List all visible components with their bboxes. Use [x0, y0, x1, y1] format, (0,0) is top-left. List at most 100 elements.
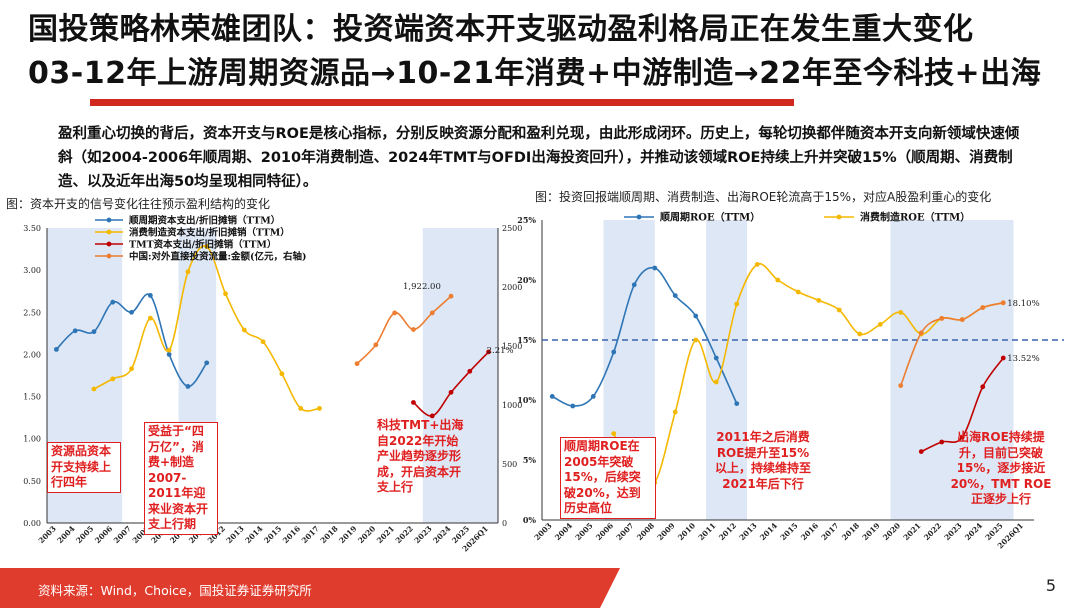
data-point — [1000, 300, 1006, 306]
data-point — [959, 434, 965, 440]
annotation-cyclical-roe: 顺周期ROE在2005年突破15%，后续突破20%，达到历史高位 — [560, 437, 656, 519]
y2-tick-label: 1500 — [502, 342, 522, 351]
y-tick-label: 3.00 — [23, 266, 41, 275]
data-point — [448, 389, 454, 395]
data-point — [713, 355, 719, 361]
data-point — [411, 327, 416, 332]
legend-label: TMT资本支出/折旧摊销（TTM） — [129, 239, 276, 251]
annotation-resource-capex: 资源品资本开支持续上行四年 — [47, 442, 121, 493]
data-point — [185, 269, 191, 275]
series-line-1 — [613, 262, 1004, 490]
page-title-line2: 03-12年上游周期资源品→10-21年消费+中游制造→22年至今科技+出海 — [28, 56, 1042, 91]
data-point — [734, 301, 740, 307]
legend-marker — [106, 241, 112, 247]
data-point — [110, 299, 116, 305]
data-point — [693, 337, 699, 343]
y-tick-label: 0.00 — [23, 519, 41, 528]
y2-tick-label: 0 — [502, 519, 507, 528]
x-tick-label: 2021 — [902, 521, 923, 542]
y2-tick-label: 500 — [502, 460, 517, 469]
x-tick-label: 2014 — [243, 524, 264, 545]
x-tick-label: 2006 — [594, 521, 615, 542]
y-tick-label: 1.00 — [23, 435, 41, 444]
legend-label: 顺周期ROE（TTM） — [660, 211, 760, 224]
x-tick-label: 2005 — [74, 524, 95, 545]
x-tick-label: 2015 — [779, 521, 800, 542]
x-tick-label: 2014 — [758, 521, 779, 542]
y-tick-label: 1.50 — [23, 393, 41, 402]
data-point — [611, 349, 617, 355]
data-point — [816, 298, 822, 303]
data-point — [693, 313, 699, 319]
data-point — [918, 449, 924, 454]
data-point — [72, 328, 78, 334]
data-point — [373, 342, 379, 348]
data-point — [298, 405, 304, 411]
data-point — [166, 347, 172, 353]
series-line-0 — [551, 266, 738, 407]
data-point — [980, 384, 986, 390]
annotation-consumer-capex: 受益于“四万亿”，消费+制造2007-2011年迎来业资本开支上行期 — [144, 422, 218, 535]
data-point — [836, 307, 842, 313]
footer-decoration — [0, 568, 1080, 608]
data-point — [110, 376, 116, 382]
data-point — [429, 310, 435, 316]
legend-marker — [836, 214, 842, 220]
left-chart-title: 图：资本开支的信号变化往往预示盈利结构的变化 — [6, 197, 271, 211]
data-point — [1000, 355, 1006, 361]
y-tick-label: 20% — [517, 275, 536, 285]
x-tick-label: 2017 — [300, 524, 321, 545]
data-point — [672, 293, 678, 298]
x-tick-label: 2004 — [553, 521, 574, 542]
data-point — [877, 322, 883, 327]
annotation-tmt-capex: 科技TMT+出海自2022年开始产业趋势逐步形成，开启资本开支上行 — [377, 418, 464, 494]
x-tick-label: 2023 — [943, 521, 964, 542]
data-point — [279, 371, 285, 377]
data-point — [204, 244, 210, 249]
data-point — [317, 405, 322, 411]
x-tick-label: 2010 — [676, 521, 697, 542]
data-point — [354, 361, 360, 367]
y2-tick-label: 2000 — [502, 283, 522, 292]
data-point — [129, 366, 134, 372]
data-point — [549, 394, 555, 399]
x-tick-label: 2020 — [881, 521, 902, 542]
data-point — [147, 315, 153, 321]
data-point — [713, 379, 719, 385]
x-tick-label: 2016 — [281, 524, 302, 545]
x-tick-label: 2013 — [225, 524, 246, 545]
data-point — [241, 327, 247, 333]
x-tick-label: 2007 — [112, 524, 133, 545]
data-point — [91, 329, 97, 335]
y-tick-label: 5% — [523, 455, 537, 465]
data-point — [570, 403, 576, 409]
y-tick-label: 10% — [517, 395, 536, 405]
data-point — [448, 293, 454, 299]
data-point — [392, 310, 398, 316]
x-tick-label: 2004 — [55, 524, 76, 545]
data-point — [795, 289, 801, 295]
left-chart: 0.00 0.50 1.00 1.50 2.00 2.50 3.00 3.50 0 500 1000… — [23, 215, 522, 554]
x-tick-label: 2020 — [356, 524, 377, 545]
x-tick-label: 2011 — [697, 521, 718, 542]
y2-tick-label: 1000 — [502, 401, 522, 410]
data-point — [775, 277, 781, 283]
data-point — [53, 346, 59, 352]
data-point — [672, 409, 678, 415]
data-point — [411, 400, 416, 405]
legend-label: 顺周期资本支出/折旧摊销（TTM） — [129, 215, 280, 227]
legend-marker — [106, 253, 112, 259]
title-underline — [90, 99, 794, 106]
legend-marker — [106, 217, 112, 223]
data-point — [898, 310, 904, 315]
right-chart-title: 图：投资回报端顺周期、消费制造、出海ROE轮流高于15%，对应A股盈利重心的变化 — [535, 190, 992, 204]
x-tick-label: 2019 — [861, 521, 882, 542]
shaded-period-2 — [422, 228, 498, 523]
x-tick-label: 2019 — [337, 524, 358, 545]
y-tick-label: 3.50 — [23, 224, 41, 233]
data-point — [631, 282, 637, 288]
x-tick-label: 2018 — [319, 524, 340, 545]
data-point — [939, 316, 945, 321]
data-point — [734, 401, 740, 406]
footer: 资料来源：Wind，Choice，国投证券证券研究所 5 — [0, 566, 1080, 608]
